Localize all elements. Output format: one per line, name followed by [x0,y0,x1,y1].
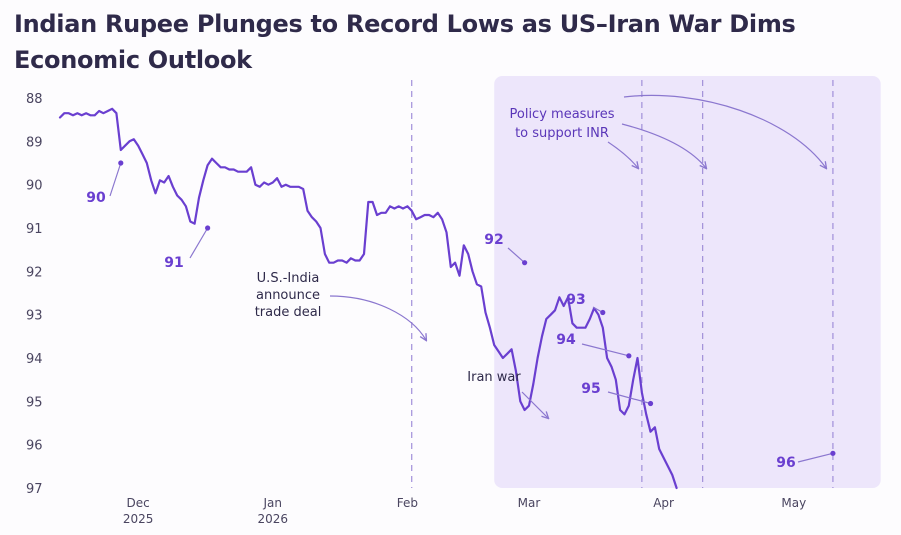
milestone-leader-94 [581,343,629,357]
milestone-dot-92 [522,260,528,266]
y-tick-label-88: 88 [26,92,43,107]
milestone-dot-93 [600,309,606,316]
milestone-label-95: 95 [581,381,600,397]
y-tick-label-94: 94 [26,352,43,367]
x-tick-label-jan: Jan [263,496,283,510]
y-tick-label-90: 90 [26,179,43,194]
milestone-leader-96 [797,452,834,463]
x-tick-label-dec: Dec [127,496,150,510]
trade-deal-label-line-1: announce [256,288,320,303]
policy-arrow-1 [607,141,638,168]
y-tick-label-95: 95 [26,395,43,410]
milestone-leader-91 [189,227,209,259]
y-tick-label-96: 96 [26,439,43,454]
y-tick-label-93: 93 [26,309,43,324]
milestone-label-94: 94 [556,332,576,348]
policy-label-line-1: to support INR [515,126,609,141]
usd-inr-series-line [58,107,678,490]
trade-deal-arrow [329,295,426,340]
milestone-dot-94 [626,353,632,359]
milestone-leader-95 [607,391,651,405]
milestone-label-96: 96 [776,455,795,471]
iran-war-label: Iran war [467,370,521,385]
x-tick-label-may: May [781,496,806,510]
x-tick-label-mar: Mar [518,496,541,510]
milestone-label-91: 91 [164,255,183,271]
milestone-label-90: 90 [86,190,106,206]
chart-title: Indian Rupee Plunges to Record Lows as U… [14,10,796,74]
milestone-leader-90 [109,162,122,197]
trade-deal-label-line-0: U.S.-India [257,271,320,286]
x-tick-label-apr: Apr [653,496,674,510]
y-tick-label-92: 92 [26,265,43,280]
milestone-dot-91 [205,225,211,231]
iran-war-arrow [521,391,548,418]
trade-deal-label-line-2: trade deal [255,305,322,320]
milestone-label-93: 93 [566,292,585,308]
policy-arrow-3 [623,94,826,168]
policy-label-line-0: Policy measures [510,107,615,122]
milestone-dot-96 [830,450,836,456]
milestone-leader-92 [507,247,526,264]
milestone-label-92: 92 [484,232,503,248]
x-tick-year-2025: 2025 [123,512,154,526]
milestone-dot-90 [118,160,124,166]
x-tick-year-2026: 2026 [257,512,288,526]
policy-arrow-2 [621,123,706,168]
y-tick-label-89: 89 [26,135,43,150]
milestone-dot-95 [647,400,654,407]
x-tick-label-feb: Feb [397,496,418,510]
iran-war-shaded-region [494,76,881,488]
y-tick-label-97: 97 [26,482,43,497]
y-tick-label-91: 91 [26,222,43,237]
